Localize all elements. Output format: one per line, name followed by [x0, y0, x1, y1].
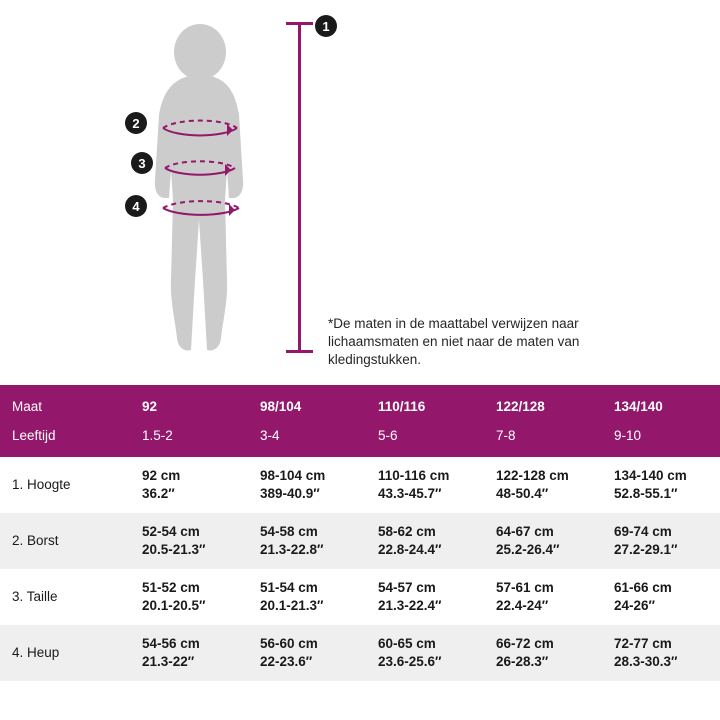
badge-2: 2 [125, 112, 147, 134]
table-row: 3. Taille51-52 cm20.1-20.5″51-54 cm20.1-… [0, 569, 720, 625]
measurement-cell: 60-65 cm23.6-25.6″ [366, 625, 484, 681]
footnote-text: *De maten in de maattabel verwijzen naar… [328, 315, 668, 370]
table-row: 1. Hoogte92 cm36.2″98-104 cm389-40.9″110… [0, 457, 720, 513]
header-age: 5-6 [366, 421, 484, 457]
measurement-diagram: 1 2 3 4 *De maten in de maattabel verwij… [0, 0, 720, 385]
measurement-cell: 54-57 cm21.3-22.4″ [366, 569, 484, 625]
measurement-cell: 69-74 cm27.2-29.1″ [602, 513, 720, 569]
header-size: 92 [130, 385, 248, 421]
badge-1: 1 [315, 15, 337, 37]
measurement-cell: 110-116 cm43.3-45.7″ [366, 457, 484, 513]
measurement-cell: 72-77 cm28.3-30.3″ [602, 625, 720, 681]
header-age: 7-8 [484, 421, 602, 457]
header-size: 110/116 [366, 385, 484, 421]
table-row: 4. Heup54-56 cm21.3-22″56-60 cm22-23.6″6… [0, 625, 720, 681]
header-age-label: Leeftijd [0, 421, 130, 457]
header-age: 1.5-2 [130, 421, 248, 457]
measurement-cell: 61-66 cm24-26″ [602, 569, 720, 625]
measurement-cell: 66-72 cm26-28.3″ [484, 625, 602, 681]
table-body: 1. Hoogte92 cm36.2″98-104 cm389-40.9″110… [0, 457, 720, 681]
measurement-cell: 58-62 cm22.8-24.4″ [366, 513, 484, 569]
measurement-cell: 98-104 cm389-40.9″ [248, 457, 366, 513]
measurement-cell: 51-54 cm20.1-21.3″ [248, 569, 366, 625]
header-age: 9-10 [602, 421, 720, 457]
badge-3: 3 [131, 152, 153, 174]
measurement-cell: 56-60 cm22-23.6″ [248, 625, 366, 681]
size-table: Maat 92 98/104 110/116 122/128 134/140 L… [0, 385, 720, 681]
measurement-cell: 64-67 cm25.2-26.4″ [484, 513, 602, 569]
measurement-cell: 134-140 cm52.8-55.1″ [602, 457, 720, 513]
badge-4: 4 [125, 195, 147, 217]
row-label: 4. Heup [0, 625, 130, 681]
header-size-label: Maat [0, 385, 130, 421]
header-size: 122/128 [484, 385, 602, 421]
measurement-cell: 52-54 cm20.5-21.3″ [130, 513, 248, 569]
child-silhouette-icon [115, 20, 285, 360]
header-size: 134/140 [602, 385, 720, 421]
table-row: 2. Borst52-54 cm20.5-21.3″54-58 cm21.3-2… [0, 513, 720, 569]
measurement-cell: 54-56 cm21.3-22″ [130, 625, 248, 681]
header-age: 3-4 [248, 421, 366, 457]
row-label: 2. Borst [0, 513, 130, 569]
row-label: 1. Hoogte [0, 457, 130, 513]
table-header: Maat 92 98/104 110/116 122/128 134/140 L… [0, 385, 720, 457]
measurement-cell: 122-128 cm48-50.4″ [484, 457, 602, 513]
measurement-cell: 92 cm36.2″ [130, 457, 248, 513]
measurement-cell: 51-52 cm20.1-20.5″ [130, 569, 248, 625]
header-size: 98/104 [248, 385, 366, 421]
measurement-cell: 57-61 cm22.4-24″ [484, 569, 602, 625]
row-label: 3. Taille [0, 569, 130, 625]
measurement-cell: 54-58 cm21.3-22.8″ [248, 513, 366, 569]
